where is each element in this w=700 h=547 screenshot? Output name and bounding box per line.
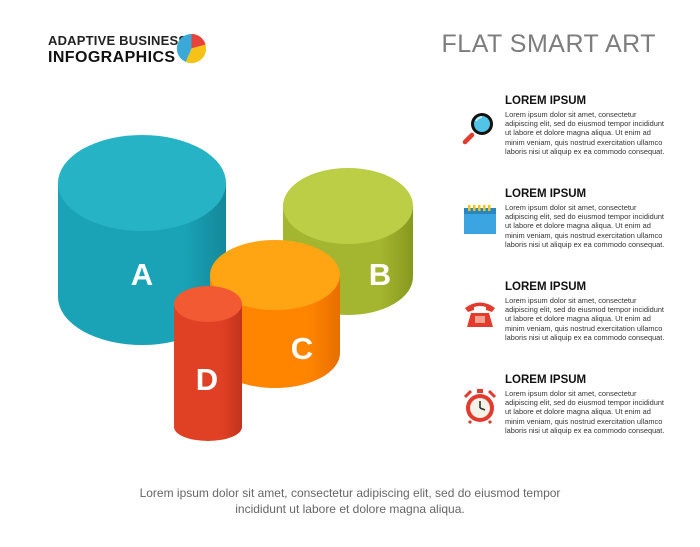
footer-line-2: incididunt ut labore et dolore magna ali…	[235, 502, 465, 516]
alarm-clock-icon	[463, 389, 497, 424]
magnifier-icon	[462, 113, 493, 145]
info-title-1: LOREM IPSUM	[505, 95, 587, 107]
info-item-1: LOREM IPSUM Lorem ipsum dolor sit amet, …	[462, 95, 665, 175]
cylinder-a-label: A	[131, 257, 153, 292]
brand-logo: ADAPTIVE BUSINESS INFOGRAPHICS	[48, 33, 187, 68]
cylinder-c: C	[210, 240, 340, 388]
brand-pie-slice-red	[191, 33, 206, 49]
info-item-2: LOREM IPSUM Lorem ipsum dolor sit amet, …	[462, 188, 665, 268]
brand-pie-icon	[176, 33, 207, 64]
brand-pie-slice-yellow	[185, 44, 207, 64]
calendar-icon	[464, 205, 496, 234]
info-item-3: LOREM IPSUM Lorem ipsum dolor sit amet, …	[462, 281, 665, 361]
cylinder-d: D	[174, 286, 242, 441]
info-body-4: Lorem ipsum dolor sit amet, consectetur …	[505, 389, 665, 435]
cylinder-b-label: B	[369, 257, 391, 292]
info-body-3: Lorem ipsum dolor sit amet, consectetur …	[505, 296, 665, 342]
info-body-2: Lorem ipsum dolor sit amet, consectetur …	[505, 203, 665, 249]
info-title-3: LOREM IPSUM	[505, 281, 587, 293]
brand-pie-slice-blue	[176, 33, 192, 62]
info-title-2: LOREM IPSUM	[505, 188, 587, 200]
brand-line-2: INFOGRAPHICS	[48, 49, 176, 66]
page-title: FLAT SMART ART	[441, 30, 656, 58]
footer-text: Lorem ipsum dolor sit amet, consectetur …	[95, 485, 605, 517]
cylinder-d-label: D	[196, 362, 218, 397]
info-body-1: Lorem ipsum dolor sit amet, consectetur …	[505, 110, 665, 156]
telephone-icon	[465, 302, 495, 327]
footer-line-1: Lorem ipsum dolor sit amet, consectetur …	[139, 486, 561, 500]
info-title-4: LOREM IPSUM	[505, 374, 587, 386]
info-item-4: LOREM IPSUM Lorem ipsum dolor sit amet, …	[462, 374, 665, 454]
brand-line-1: ADAPTIVE BUSINESS	[48, 33, 188, 48]
cylinder-c-label: C	[291, 331, 313, 366]
